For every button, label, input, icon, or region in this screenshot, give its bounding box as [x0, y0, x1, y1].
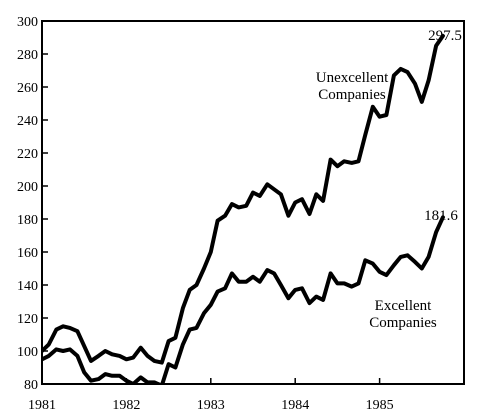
x-tick-label: 1985 — [366, 398, 394, 413]
labels-layer: UnexcellentCompanies297.5ExcellentCompan… — [316, 28, 462, 331]
series-layer — [42, 33, 445, 384]
y-tick-label: 240 — [17, 114, 38, 129]
y-tick-label: 260 — [17, 81, 38, 96]
series-label-unexcellent-companies: Unexcellent — [316, 70, 389, 86]
y-tick-label: 100 — [17, 345, 38, 360]
series-line-unexcellent-companies — [42, 33, 445, 365]
y-tick-label: 220 — [17, 147, 38, 162]
plot-frame — [41, 20, 465, 385]
x-tick-label: 1984 — [281, 398, 309, 413]
end-value-label-unexcellent-companies: 297.5 — [428, 28, 462, 44]
series-label-excellent-companies: Excellent — [375, 298, 432, 314]
axes-layer: 80 100 120 140 160 180 200 220 240 260 280 300 1981 1… — [17, 15, 465, 413]
y-tick-label: 200 — [17, 180, 38, 195]
series-line-excellent-companies — [42, 215, 445, 384]
y-tick-label: 140 — [17, 279, 38, 294]
x-tick-label: 1981 — [28, 398, 56, 413]
end-value-label-excellent-companies: 181.6 — [424, 208, 458, 224]
y-tick-label: 280 — [17, 48, 38, 63]
y-tick-label: 300 — [17, 15, 38, 30]
series-label-excellent-companies: Companies — [369, 315, 437, 331]
y-tick-label: 160 — [17, 246, 38, 261]
series-label-unexcellent-companies: Companies — [318, 87, 386, 103]
y-tick-label: 120 — [17, 312, 38, 327]
x-tick-label: 1982 — [112, 398, 140, 413]
y-tick-label: 180 — [17, 213, 38, 228]
x-tick-label: 1983 — [197, 398, 225, 413]
y-tick-label: 80 — [24, 378, 38, 393]
